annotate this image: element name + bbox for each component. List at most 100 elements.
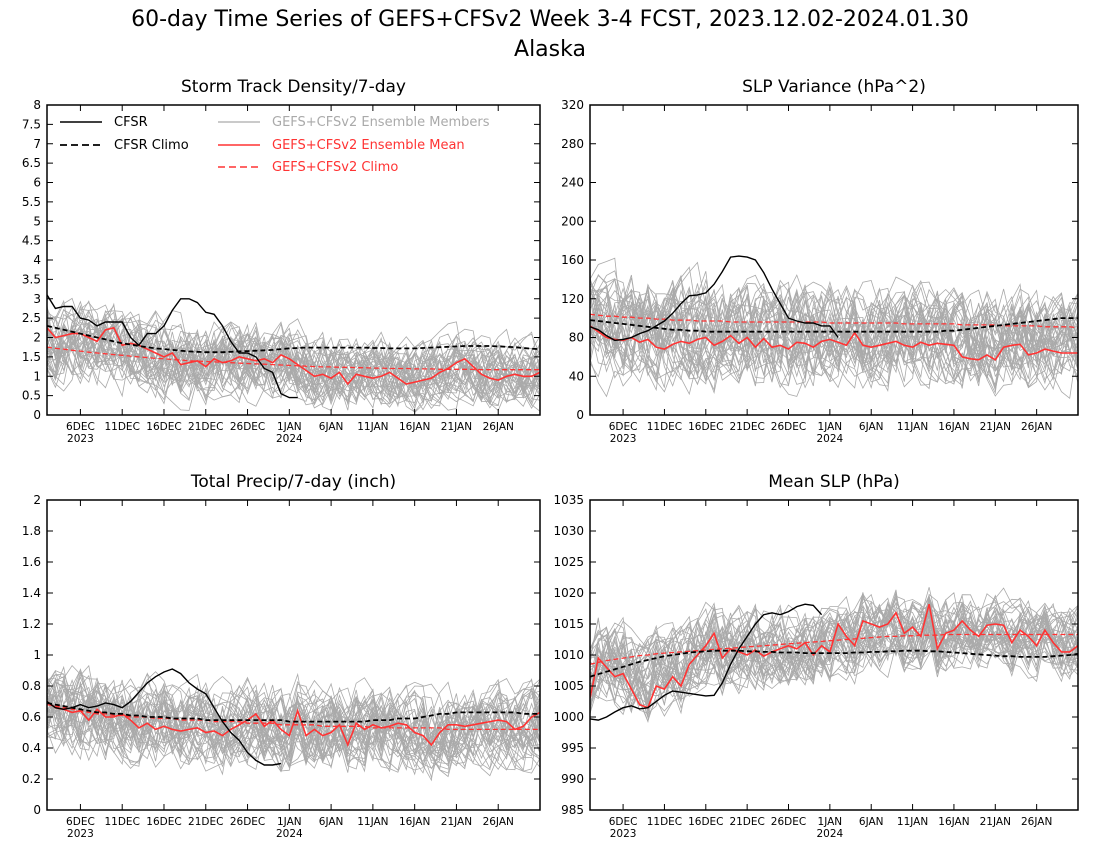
ensemble-member-line	[590, 598, 1078, 708]
y-tick-label: 0	[576, 408, 584, 422]
chart-panel-1: Storm Track Density/7-day 0 0.5 1 1.5 2 2.5 3 3.…	[22, 77, 541, 445]
figure-title: 60-day Time Series of GEFS+CFSv2 Week 3-…	[131, 7, 969, 32]
ensemble-mean-line	[590, 325, 1078, 361]
ensemble-member-line	[47, 302, 540, 407]
x-tick-label: 16JAN	[399, 421, 430, 433]
y-tick-label: 6	[33, 176, 41, 190]
y-tick-label: 3	[33, 292, 41, 306]
x-tick-label: 26JAN	[1021, 421, 1052, 433]
ensemble-members	[590, 587, 1078, 723]
ensemble-member-line	[590, 277, 1078, 395]
y-tick-label: 0.6	[22, 710, 41, 724]
x-tick-label: 11JAN	[357, 816, 388, 828]
legend: CFSR CFSR Climo GEFS+CFSv2 Ensemble Member…	[60, 115, 490, 175]
legend-gefs-climo-label: GEFS+CFSv2 Climo	[272, 160, 398, 175]
ensemble-member-line	[47, 668, 540, 769]
y-tick-label: 160	[561, 253, 584, 267]
ensemble-member-line	[590, 290, 1078, 389]
ensemble-member-line	[590, 290, 1078, 398]
y-tick-label: 7.5	[22, 117, 41, 131]
x-tick-label: 21JAN	[441, 421, 472, 433]
x-tick-year-label: 2024	[276, 828, 303, 840]
ensemble-member-line	[47, 678, 540, 773]
ensemble-member-line	[590, 603, 1078, 702]
x-tick-label: 26DEC	[771, 421, 806, 433]
x-tick-label: 16DEC	[146, 421, 181, 433]
ensemble-member-line	[590, 283, 1078, 380]
y-tick-label: 1	[33, 369, 41, 383]
x-tick-label: 11JAN	[897, 816, 928, 828]
x-tick-label: 11JAN	[897, 421, 928, 433]
ensemble-member-line	[47, 676, 540, 772]
ensemble-member-line	[47, 311, 540, 403]
chart-panel-2: SLP Variance (hPa^2) 0 40 80 120 160 200 240 280…	[561, 77, 1079, 445]
ensemble-member-line	[590, 257, 1078, 387]
x-tick-label: 11DEC	[647, 421, 682, 433]
y-tick-label: 0.2	[22, 772, 41, 786]
y-tick-label: 0	[33, 803, 41, 817]
cfsr-climo-line	[590, 649, 1078, 678]
y-tick-label: 7	[33, 137, 41, 151]
x-tick-label: 6JAN	[859, 816, 884, 828]
y-tick-label: 1015	[553, 617, 584, 631]
y-tick-label: 5	[33, 214, 41, 228]
y-tick-label: 1.5	[22, 350, 41, 364]
ensemble-member-line	[590, 610, 1078, 684]
chart-title: SLP Variance (hPa^2)	[742, 77, 926, 97]
x-tick-label: 6DEC	[66, 816, 95, 828]
y-tick-label: 40	[569, 369, 584, 383]
x-tick-label: 16JAN	[938, 421, 969, 433]
cfsr-line	[47, 294, 298, 399]
y-tick-label: 0.5	[22, 389, 41, 403]
y-tick-label: 0.8	[22, 679, 41, 693]
y-tick-label: 1005	[553, 679, 584, 693]
y-tick-label: 1035	[553, 493, 584, 507]
x-tick-label: 21DEC	[729, 816, 764, 828]
x-tick-year-label: 2024	[276, 433, 303, 445]
ensemble-member-line	[590, 277, 1078, 389]
ensemble-member-line	[590, 603, 1078, 715]
cfsr-line	[590, 603, 823, 721]
x-tick-label: 11DEC	[104, 816, 139, 828]
ensemble-member-line	[47, 308, 540, 402]
ensemble-mean-line	[47, 700, 540, 748]
y-tick-label: 280	[561, 137, 584, 151]
ensemble-member-line	[47, 664, 540, 773]
legend-members-label: GEFS+CFSv2 Ensemble Members	[272, 115, 490, 130]
ensemble-member-line	[590, 595, 1078, 702]
ensemble-member-line	[590, 596, 1078, 714]
x-tick-label: 6DEC	[609, 421, 638, 433]
y-tick-label: 995	[561, 741, 584, 755]
ensemble-member-line	[47, 678, 540, 770]
ensemble-member-line	[47, 320, 540, 403]
y-tick-label: 2	[33, 331, 41, 345]
x-tick-year-label: 2023	[67, 828, 94, 840]
y-tick-label: 240	[561, 176, 584, 190]
cfsr-climo-line	[47, 702, 540, 723]
x-tick-label: 21DEC	[729, 421, 764, 433]
chart-panel-3: Total Precip/7-day (inch)00.20.40.60.811…	[22, 472, 541, 840]
ensemble-member-line	[47, 314, 540, 411]
legend-cfsr-climo-label: CFSR Climo	[114, 138, 189, 153]
ensemble-mean-line	[590, 604, 1078, 709]
y-tick-label: 200	[561, 214, 584, 228]
x-tick-year-label: 2023	[610, 828, 637, 840]
ensemble-member-line	[590, 593, 1078, 719]
ensemble-member-line	[47, 326, 540, 403]
x-tick-label: 21JAN	[441, 816, 472, 828]
x-tick-year-label: 2024	[816, 828, 843, 840]
chart-panels: Storm Track Density/7-day 0 0.5 1 1.5 2 2.5 3 3.…	[22, 77, 1079, 840]
y-tick-label: 80	[569, 331, 584, 345]
x-tick-label: 16DEC	[146, 816, 181, 828]
y-tick-label: 320	[561, 98, 584, 112]
ensemble-member-line	[590, 284, 1078, 377]
x-tick-label: 21DEC	[188, 816, 223, 828]
chart-title: Storm Track Density/7-day	[181, 77, 406, 97]
y-tick-label: 1000	[553, 710, 584, 724]
x-tick-label: 11DEC	[647, 816, 682, 828]
x-tick-label: 21JAN	[980, 421, 1011, 433]
y-tick-label: 0	[33, 408, 41, 422]
x-tick-label: 26DEC	[230, 816, 265, 828]
y-tick-label: 985	[561, 803, 584, 817]
figure-subtitle: Alaska	[514, 37, 586, 62]
